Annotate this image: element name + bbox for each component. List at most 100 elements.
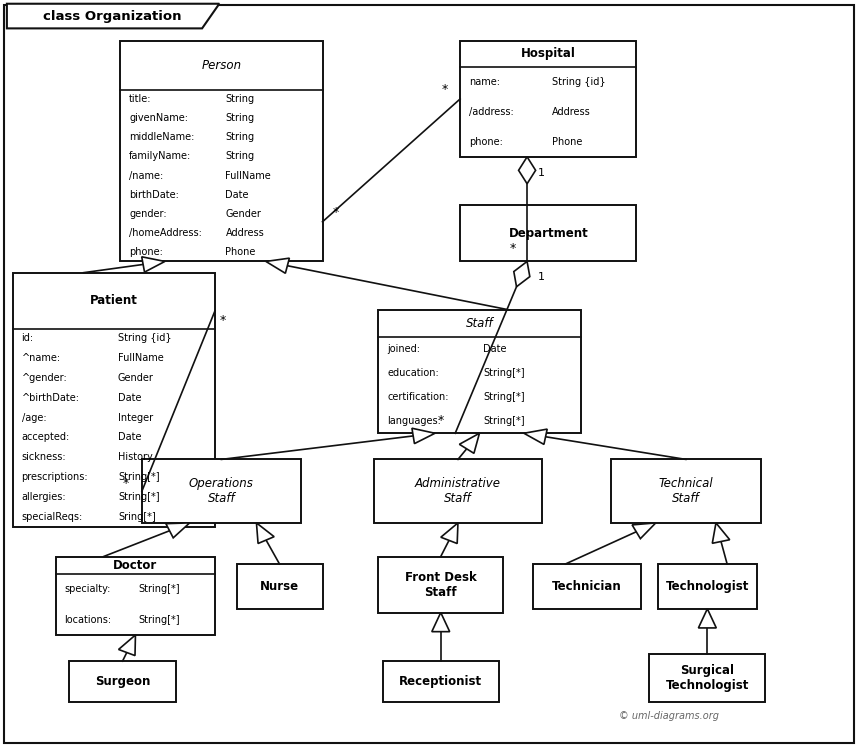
Text: String {id}: String {id} (118, 333, 172, 344)
Text: Front Desk
Staff: Front Desk Staff (405, 571, 476, 598)
Text: Date: Date (118, 393, 142, 403)
Text: sickness:: sickness: (22, 452, 66, 462)
Polygon shape (119, 635, 135, 656)
Text: givenName:: givenName: (129, 114, 188, 123)
Text: Phone: Phone (552, 137, 582, 147)
Text: Nurse: Nurse (260, 580, 299, 593)
Text: ^birthDate:: ^birthDate: (22, 393, 79, 403)
Polygon shape (459, 433, 480, 453)
Text: Gender: Gender (118, 373, 154, 383)
Text: Sring[*]: Sring[*] (118, 512, 156, 521)
Text: *: * (123, 477, 129, 491)
Text: History: History (118, 452, 153, 462)
Bar (460, 41, 636, 157)
Text: Department: Department (508, 227, 588, 240)
Bar (374, 459, 542, 523)
Text: specialty:: specialty: (64, 584, 111, 594)
Text: ^name:: ^name: (22, 353, 60, 363)
Text: String[*]: String[*] (118, 492, 160, 502)
Polygon shape (432, 613, 450, 632)
Bar (533, 564, 641, 609)
Polygon shape (519, 157, 536, 184)
Text: String {id}: String {id} (552, 77, 605, 87)
Text: String[*]: String[*] (483, 368, 525, 378)
Text: Operations
Staff: Operations Staff (189, 477, 254, 505)
Text: *: * (438, 415, 445, 427)
Text: specialReqs:: specialReqs: (22, 512, 83, 521)
Bar (611, 459, 761, 523)
Bar (658, 564, 757, 609)
Polygon shape (412, 428, 435, 444)
Text: *: * (441, 83, 447, 96)
Text: Date: Date (483, 344, 507, 354)
Text: String[*]: String[*] (138, 584, 181, 594)
Text: Date: Date (225, 190, 249, 199)
Bar (378, 557, 503, 613)
Text: Surgeon: Surgeon (95, 675, 150, 688)
Text: Staff: Staff (465, 317, 494, 330)
Text: Technician: Technician (552, 580, 622, 593)
Text: 1: 1 (538, 167, 544, 178)
Text: Technical
Staff: Technical Staff (659, 477, 713, 505)
Polygon shape (142, 257, 165, 272)
Text: allergies:: allergies: (22, 492, 66, 502)
Text: title:: title: (129, 94, 151, 104)
Polygon shape (712, 523, 730, 543)
Bar (56, 557, 215, 635)
Text: String[*]: String[*] (118, 472, 160, 482)
Text: certification:: certification: (387, 392, 449, 402)
Text: phone:: phone: (129, 247, 163, 257)
Text: accepted:: accepted: (22, 433, 70, 442)
Text: Receptionist: Receptionist (399, 675, 482, 688)
Text: *: * (219, 314, 225, 327)
Polygon shape (513, 261, 530, 287)
Text: class Organization: class Organization (42, 10, 181, 23)
Text: FullName: FullName (225, 170, 271, 181)
Text: 1: 1 (538, 272, 544, 282)
Text: Phone: Phone (225, 247, 256, 257)
Text: String[*]: String[*] (483, 392, 525, 402)
Text: Patient: Patient (90, 294, 138, 307)
Text: © uml-diagrams.org: © uml-diagrams.org (619, 710, 719, 721)
Text: Administrative
Staff: Administrative Staff (415, 477, 501, 505)
Text: Technologist: Technologist (666, 580, 749, 593)
Polygon shape (524, 429, 547, 444)
Text: FullName: FullName (118, 353, 163, 363)
Text: prescriptions:: prescriptions: (22, 472, 88, 482)
Text: Surgical
Technologist: Surgical Technologist (666, 664, 749, 692)
Text: String: String (225, 132, 255, 143)
Bar (142, 459, 301, 523)
Text: middleName:: middleName: (129, 132, 194, 143)
Text: String: String (225, 94, 255, 104)
Bar (378, 310, 580, 433)
Text: name:: name: (469, 77, 500, 87)
Text: birthDate:: birthDate: (129, 190, 179, 199)
Text: languages:: languages: (387, 416, 441, 427)
Bar (69, 661, 176, 702)
Text: /name:: /name: (129, 170, 163, 181)
Polygon shape (632, 523, 655, 539)
Text: String: String (225, 114, 255, 123)
Text: phone:: phone: (469, 137, 502, 147)
Bar (120, 41, 322, 261)
Text: gender:: gender: (129, 208, 167, 219)
Polygon shape (266, 258, 289, 273)
Bar (383, 661, 499, 702)
Text: *: * (333, 206, 339, 219)
Text: Address: Address (225, 228, 264, 238)
Polygon shape (166, 523, 189, 538)
Text: String: String (225, 152, 255, 161)
Text: /age:: /age: (22, 412, 46, 423)
Bar (13, 273, 215, 527)
Text: id:: id: (22, 333, 34, 344)
Text: Integer: Integer (118, 412, 153, 423)
Text: ^gender:: ^gender: (22, 373, 67, 383)
Bar (460, 205, 636, 261)
Text: String[*]: String[*] (138, 615, 181, 624)
Text: familyName:: familyName: (129, 152, 191, 161)
Text: Doctor: Doctor (114, 559, 157, 571)
Text: joined:: joined: (387, 344, 420, 354)
Text: Hospital: Hospital (521, 47, 575, 61)
Bar (237, 564, 322, 609)
Bar (649, 654, 765, 702)
